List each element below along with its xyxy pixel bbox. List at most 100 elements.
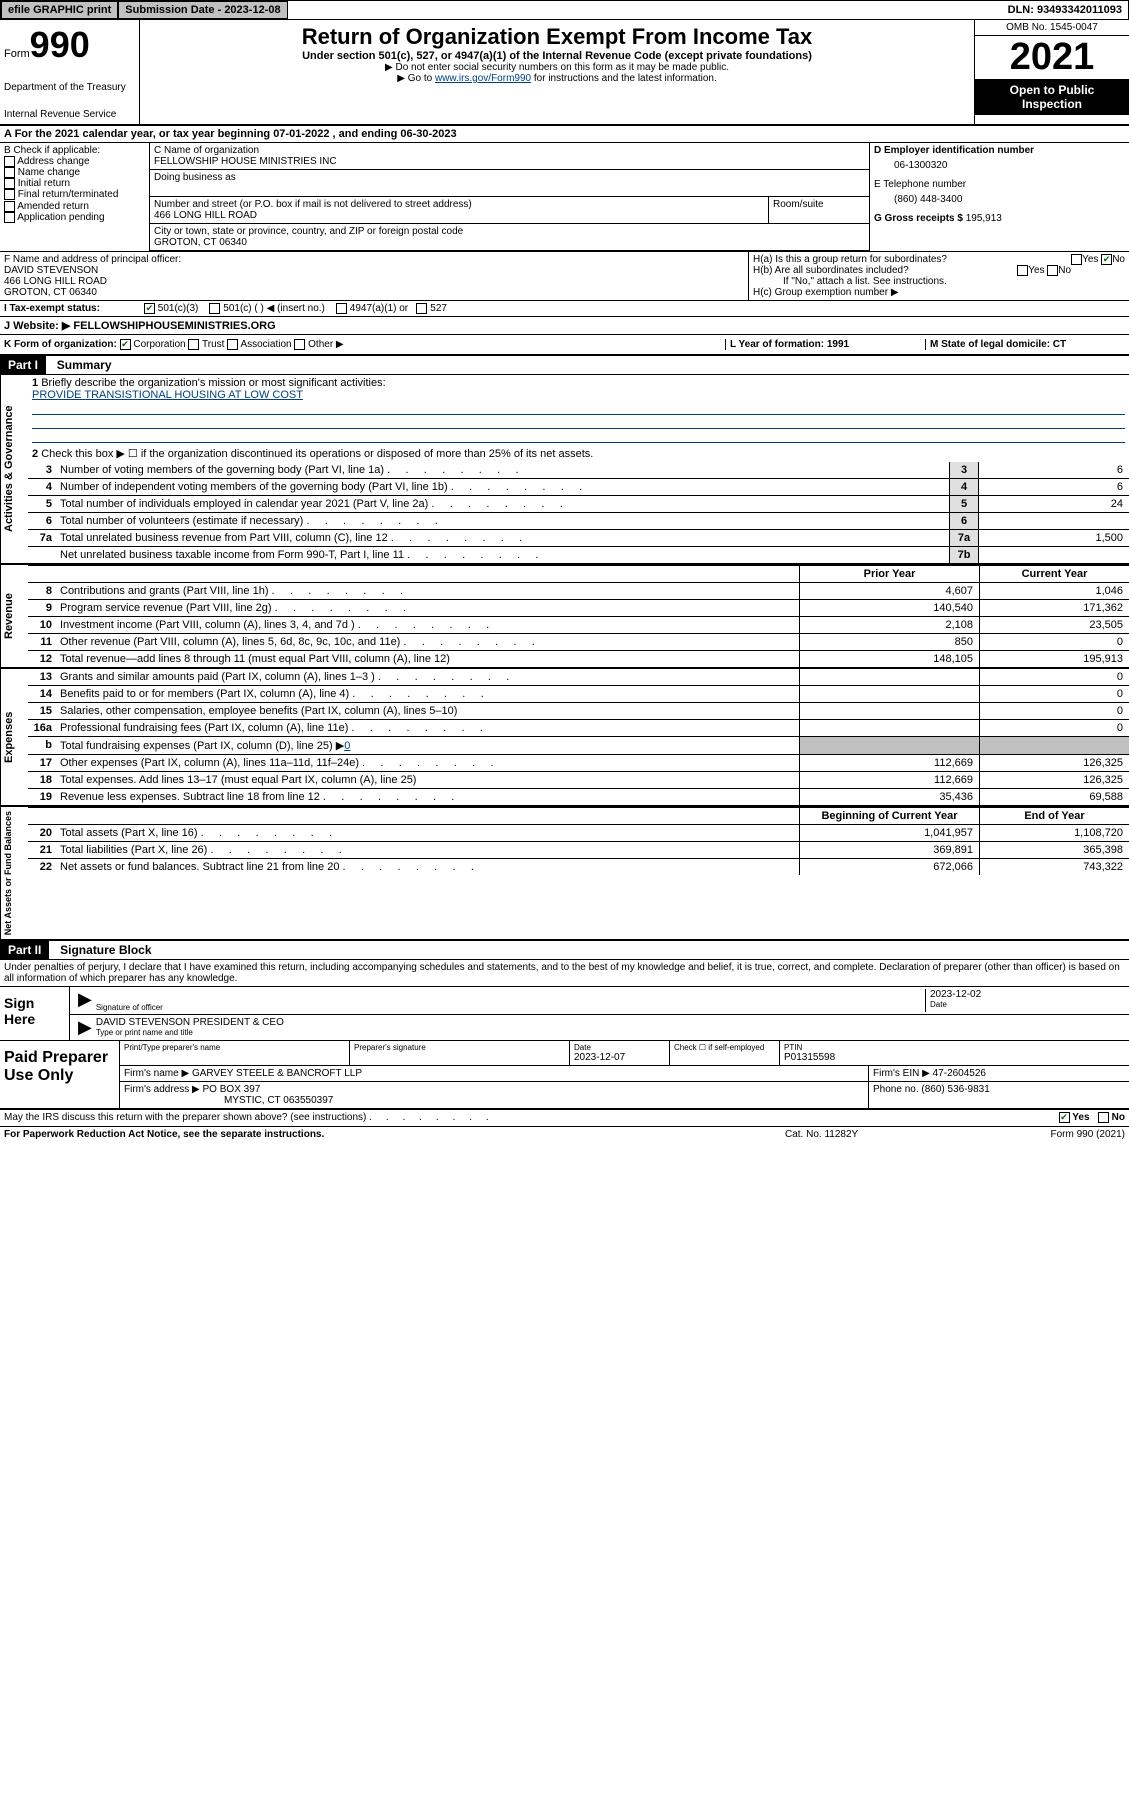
firm-addr1: PO BOX 397 [203, 1084, 261, 1095]
k-o4: Other ▶ [308, 339, 343, 350]
no-2: No [1058, 265, 1071, 276]
col-c: C Name of organization FELLOWSHIP HOUSE … [150, 143, 869, 251]
efile-print-button[interactable]: efile GRAPHIC print [1, 1, 118, 19]
prep-h2: Preparer's signature [354, 1043, 565, 1052]
firm-addr2: MYSTIC, CT 063550397 [124, 1095, 333, 1106]
chk-corp[interactable] [120, 339, 131, 350]
tab-revenue: Revenue [0, 565, 28, 667]
l16a: Professional fundraising fees (Part IX, … [56, 720, 799, 736]
c16b [979, 737, 1129, 754]
p13 [799, 669, 979, 685]
yes-2: Yes [1028, 265, 1044, 276]
cat-no: Cat. No. 11282Y [785, 1129, 985, 1140]
row-j: J Website: ▶ FELLOWSHIPHOUSEMINISTRIES.O… [0, 317, 1129, 335]
discuss-no[interactable] [1098, 1112, 1109, 1123]
p21: 369,891 [799, 842, 979, 858]
chk-527[interactable] [416, 303, 427, 314]
c19: 69,588 [979, 789, 1129, 805]
k-label: K Form of organization: [4, 339, 117, 350]
room-label: Room/suite [769, 197, 869, 224]
l21: Total liabilities (Part X, line 26) [56, 842, 799, 858]
pra-text: For Paperwork Reduction Act Notice, see … [4, 1129, 324, 1140]
chk-4947[interactable] [336, 303, 347, 314]
l20: Total assets (Part X, line 16) [56, 825, 799, 841]
f-label: F Name and address of principal officer: [4, 254, 744, 265]
sig-declaration: Under penalties of perjury, I declare th… [0, 960, 1129, 986]
inspect-1: Open to Public [979, 83, 1125, 97]
h-end: End of Year [979, 808, 1129, 824]
c17: 126,325 [979, 755, 1129, 771]
p8: 4,607 [799, 583, 979, 599]
l12: Total revenue—add lines 8 through 11 (mu… [56, 651, 799, 667]
part2-header: Part II [0, 941, 49, 959]
l11: Other revenue (Part VIII, column (A), li… [56, 634, 799, 650]
p9: 140,540 [799, 600, 979, 616]
l9: Program service revenue (Part VIII, line… [56, 600, 799, 616]
chk-initial[interactable] [4, 178, 15, 189]
hb-note: If "No," attach a list. See instructions… [753, 276, 1125, 287]
footer-row: For Paperwork Reduction Act Notice, see … [0, 1126, 1129, 1142]
prep-h1: Print/Type preparer's name [124, 1043, 345, 1052]
chk-final[interactable] [4, 189, 15, 200]
chk-501c3[interactable] [144, 303, 155, 314]
v3: 6 [979, 462, 1129, 478]
i-o4: 527 [430, 303, 447, 314]
l-label: L Year of formation: 1991 [730, 339, 849, 350]
prep-h4: Check ☐ if self-employed [670, 1041, 780, 1065]
hb-no[interactable] [1047, 265, 1058, 276]
omb-number: OMB No. 1545-0047 [975, 20, 1129, 36]
opt-pending: Application pending [17, 212, 104, 223]
irs-link[interactable]: www.irs.gov/Form990 [435, 73, 531, 84]
l22: Net assets or fund balances. Subtract li… [56, 859, 799, 875]
dba-label: Doing business as [154, 172, 865, 183]
tab-activities: Activities & Governance [0, 375, 28, 563]
tab-netassets: Net Assets or Fund Balances [0, 807, 28, 939]
prep-ptin: P01315598 [784, 1052, 1125, 1063]
sig-name: DAVID STEVENSON PRESIDENT & CEO [96, 1017, 1125, 1028]
chk-assoc[interactable] [227, 339, 238, 350]
tab-expenses: Expenses [0, 669, 28, 805]
chk-name-change[interactable] [4, 167, 15, 178]
inspect-2: Inspection [979, 97, 1125, 111]
chk-pending[interactable] [4, 212, 15, 223]
p16a [799, 720, 979, 736]
chk-501c[interactable] [209, 303, 220, 314]
chk-other[interactable] [294, 339, 305, 350]
officer-street: 466 LONG HILL ROAD [4, 276, 744, 287]
l5: Total number of individuals employed in … [56, 496, 949, 512]
ha-no[interactable] [1101, 254, 1112, 265]
form-number: 990 [30, 24, 90, 65]
discuss-yes[interactable] [1059, 1112, 1070, 1123]
l18: Total expenses. Add lines 13–17 (must eq… [56, 772, 799, 788]
hb-yes[interactable] [1017, 265, 1028, 276]
c15: 0 [979, 703, 1129, 719]
chk-amended[interactable] [4, 201, 15, 212]
l15: Salaries, other compensation, employee b… [56, 703, 799, 719]
city-label: City or town, state or province, country… [154, 226, 865, 237]
goto-pre: ▶ Go to [397, 73, 435, 84]
chk-trust[interactable] [188, 339, 199, 350]
col-deg: D Employer identification number 06-1300… [869, 143, 1129, 251]
k-o1: Corporation [133, 339, 185, 350]
ein-label: Firm's EIN ▶ [873, 1068, 930, 1079]
expenses-section: Expenses 13Grants and similar amounts pa… [0, 669, 1129, 807]
submission-date-button[interactable]: Submission Date - 2023-12-08 [118, 1, 287, 19]
c9: 171,362 [979, 600, 1129, 616]
phone-label: Phone no. [873, 1084, 919, 1095]
part2-bar: Part II Signature Block [0, 941, 1129, 960]
part1-header: Part I [0, 356, 46, 374]
opt-final: Final return/terminated [18, 190, 119, 201]
prep-date: 2023-12-07 [574, 1052, 665, 1063]
c11: 0 [979, 634, 1129, 650]
firm-phone: (860) 536-9831 [921, 1084, 989, 1095]
ha-yes[interactable] [1071, 254, 1082, 265]
c12: 195,913 [979, 651, 1129, 667]
chk-address-change[interactable] [4, 156, 15, 167]
p20: 1,041,957 [799, 825, 979, 841]
i-o2: 501(c) ( ) ◀ (insert no.) [223, 303, 325, 314]
v5: 24 [979, 496, 1129, 512]
v6 [979, 513, 1129, 529]
header-left: Form990 Department of the Treasury Inter… [0, 20, 140, 124]
officer-name: DAVID STEVENSON [4, 265, 744, 276]
prep-h5: PTIN [784, 1043, 1125, 1052]
